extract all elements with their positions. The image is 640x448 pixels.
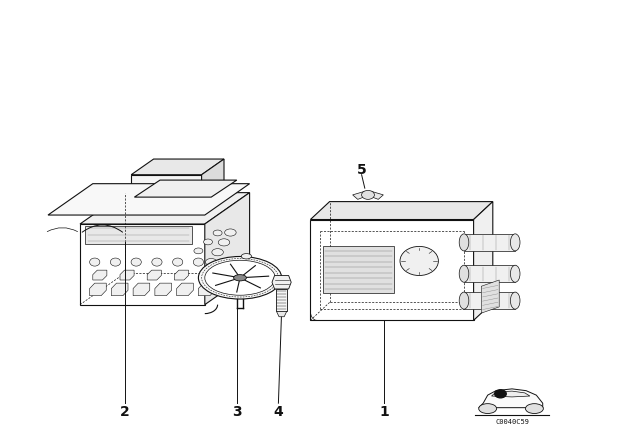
Circle shape [495,390,506,398]
Polygon shape [133,283,150,296]
Polygon shape [174,270,188,280]
Ellipse shape [194,248,203,254]
Polygon shape [198,283,215,296]
Ellipse shape [510,265,520,282]
Text: 4: 4 [273,405,284,419]
Polygon shape [479,389,543,408]
Ellipse shape [131,258,141,266]
Text: 3: 3 [232,405,242,419]
Ellipse shape [510,292,520,309]
Ellipse shape [460,265,468,282]
Polygon shape [310,220,474,320]
Polygon shape [134,180,237,197]
Polygon shape [85,226,192,244]
Ellipse shape [152,258,162,266]
Polygon shape [481,280,499,313]
Polygon shape [276,289,287,311]
Polygon shape [131,159,224,175]
Ellipse shape [173,258,183,266]
Polygon shape [464,265,515,282]
Ellipse shape [205,260,275,295]
Polygon shape [464,234,515,251]
Polygon shape [353,191,365,199]
Ellipse shape [212,249,223,256]
Text: 2: 2 [120,405,130,419]
Circle shape [362,190,374,199]
Ellipse shape [234,275,246,281]
Polygon shape [310,202,493,220]
Polygon shape [276,311,287,317]
Polygon shape [371,191,383,199]
Polygon shape [155,283,172,296]
Text: 5: 5 [356,163,367,177]
Polygon shape [48,184,250,215]
Polygon shape [80,193,250,224]
Polygon shape [90,283,106,296]
Polygon shape [80,224,205,305]
Polygon shape [111,283,128,296]
Polygon shape [120,270,134,280]
Ellipse shape [110,258,120,266]
Polygon shape [464,292,515,309]
Polygon shape [474,202,493,320]
Ellipse shape [198,256,282,299]
Ellipse shape [205,258,217,266]
Polygon shape [205,193,250,305]
Ellipse shape [479,404,497,414]
Ellipse shape [241,254,252,259]
Text: 1: 1 [379,405,389,419]
Polygon shape [202,159,224,197]
Ellipse shape [218,239,230,246]
Ellipse shape [225,229,236,236]
Polygon shape [93,270,107,280]
Polygon shape [131,175,202,197]
Ellipse shape [204,239,212,245]
Polygon shape [323,246,394,293]
Ellipse shape [510,234,520,251]
Ellipse shape [525,404,543,414]
Ellipse shape [460,292,468,309]
Polygon shape [177,283,193,296]
Ellipse shape [400,246,438,276]
Polygon shape [202,270,216,280]
Text: C0040C59: C0040C59 [495,419,529,426]
Ellipse shape [213,230,222,236]
Ellipse shape [90,258,100,266]
Ellipse shape [460,234,468,251]
Ellipse shape [193,258,204,266]
Polygon shape [492,391,530,397]
Polygon shape [272,276,291,289]
Polygon shape [147,270,161,280]
